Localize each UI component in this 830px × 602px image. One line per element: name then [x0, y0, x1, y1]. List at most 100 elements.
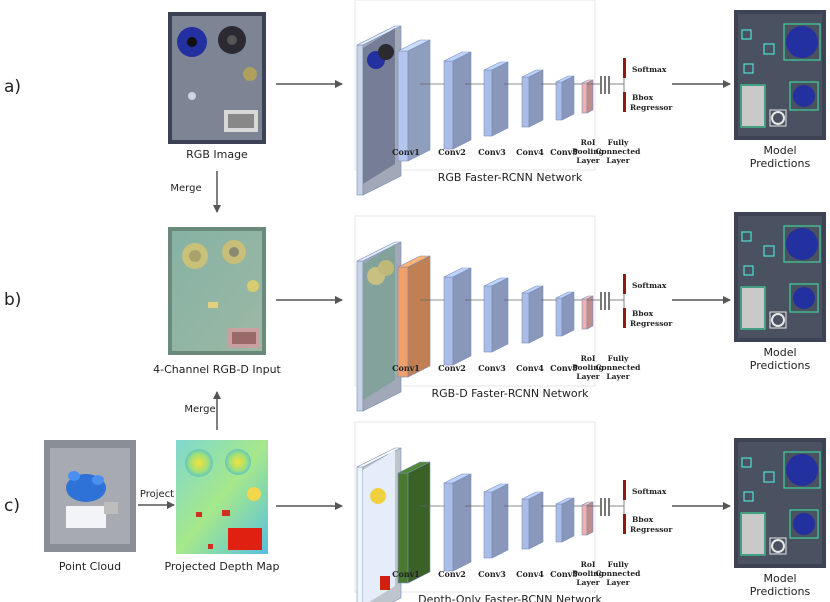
- pred-disk-medium: [793, 287, 815, 309]
- pred-box-medium: [789, 283, 819, 313]
- conv-layer-5-front: [555, 297, 563, 337]
- network-frame: [354, 421, 596, 593]
- conv-layer-3-front: [483, 285, 493, 353]
- fc-bar-1: [600, 498, 602, 516]
- bbox-marker: [623, 308, 626, 328]
- bbox-marker: [623, 514, 626, 534]
- conv-layer-2: [443, 267, 472, 366]
- roi-layer-side: [586, 79, 594, 114]
- point-cloud-caption: Point Cloud: [59, 560, 121, 573]
- fc-label-3: Layer: [606, 372, 630, 381]
- pred-disk-large: [786, 26, 818, 58]
- conv-layer-1-front: [397, 266, 409, 378]
- conv-label-4: Conv4: [516, 569, 544, 579]
- conv-layer-2-side: [452, 473, 472, 572]
- pred-box-ring: [769, 311, 787, 329]
- roi-label-1: RoI: [581, 138, 596, 147]
- bbox-label-1: Bbox: [632, 93, 654, 102]
- fc-label-3: Layer: [606, 156, 630, 165]
- bbox-label-1: Bbox: [632, 309, 654, 318]
- conv-layer-1-front: [397, 50, 409, 162]
- row-label-c: c): [4, 496, 20, 516]
- roi-label-3: Layer: [576, 578, 600, 587]
- conv-layer-2-side: [452, 51, 472, 150]
- softmax-marker: [623, 274, 626, 294]
- depth-slab-face: [363, 450, 395, 602]
- fc-label-1: Fully: [608, 560, 629, 569]
- conv-layer-2-front: [443, 276, 454, 366]
- network-frame: [354, 0, 596, 171]
- conv-layer-1-front: [397, 472, 409, 584]
- roi-label-1: RoI: [581, 354, 596, 363]
- conv-layer-5-front: [555, 81, 563, 121]
- roi-label-3: Layer: [576, 372, 600, 381]
- conv-layer-2: [443, 51, 472, 150]
- pred-box-small-1: [763, 43, 775, 55]
- roi-layer: [581, 501, 594, 536]
- conv-layer-3: [483, 277, 509, 353]
- pred-box-medium: [789, 81, 819, 111]
- output-caption-line1: Model: [763, 572, 796, 585]
- conv-layer-4-side: [528, 491, 544, 550]
- fc-label-2: Connected: [596, 363, 641, 372]
- pred-box-large: [783, 451, 821, 489]
- conv-layer-1: [397, 255, 431, 378]
- conv-label-2: Conv2: [438, 147, 466, 157]
- conv-layer-5-side: [561, 291, 575, 337]
- fc-label-2: Connected: [596, 569, 641, 578]
- pred-box-small-2: [741, 29, 752, 40]
- conv-label-2: Conv2: [438, 363, 466, 373]
- pred-box-ring: [769, 537, 787, 555]
- softmax-label: Softmax: [632, 281, 667, 290]
- fc-bar-1: [600, 292, 602, 310]
- conv-layer-2: [443, 473, 472, 572]
- network-caption-2: RGB-D Faster-RCNN Network: [432, 387, 590, 400]
- conv-layer-4: [521, 69, 544, 128]
- conv-label-5: Conv5: [550, 363, 578, 373]
- network-input-slab-front: [356, 260, 364, 412]
- conv-layer-3: [483, 61, 509, 137]
- conv-layer-4: [521, 285, 544, 344]
- project-label: Project: [140, 489, 174, 500]
- roi-label-2: Pooling: [572, 569, 605, 578]
- pred-box-connector: [740, 84, 766, 128]
- row-label-a: a): [4, 77, 21, 97]
- softmax-label: Softmax: [632, 487, 667, 496]
- rgb-image-caption: RGB Image: [186, 148, 248, 161]
- conv-label-2: Conv2: [438, 569, 466, 579]
- pred-disk-medium: [793, 85, 815, 107]
- pred-disk-medium: [793, 513, 815, 535]
- conv-layer-3-side: [491, 61, 509, 137]
- row-label-b: b): [4, 290, 21, 310]
- pred-box-small-3: [743, 491, 754, 502]
- conv-layer-5: [555, 75, 575, 121]
- output-caption-line2: Predictions: [750, 157, 811, 170]
- bbox-marker: [623, 92, 626, 112]
- model-predictions-thumbnail: [734, 438, 826, 568]
- conv-layer-1-side: [407, 39, 431, 162]
- softmax-marker: [623, 58, 626, 78]
- conv-layer-1: [397, 39, 431, 162]
- roi-label-2: Pooling: [572, 363, 605, 372]
- pred-box-small-1: [763, 245, 775, 257]
- conv-label-3: Conv3: [478, 569, 506, 579]
- bbox-label-1: Bbox: [632, 515, 654, 524]
- output-caption-line2: Predictions: [750, 359, 811, 372]
- fc-bar-2: [604, 76, 606, 94]
- conv-label-1: Conv1: [392, 147, 420, 157]
- conv-label-3: Conv3: [478, 147, 506, 157]
- conv-label-4: Conv4: [516, 147, 544, 157]
- network-caption-3: Depth-Only Faster-RCNN Network: [418, 593, 602, 602]
- roi-label-2: Pooling: [572, 147, 605, 156]
- fc-bar-3: [608, 292, 610, 310]
- conv-layer-1-side: [407, 461, 431, 584]
- pred-ring: [771, 539, 785, 553]
- pred-ring: [771, 313, 785, 327]
- conv-layer-3: [483, 483, 509, 559]
- pred-connector: [742, 288, 764, 328]
- roi-label-1: RoI: [581, 560, 596, 569]
- fc-label-3: Layer: [606, 578, 630, 587]
- conv-layer-5-side: [561, 75, 575, 121]
